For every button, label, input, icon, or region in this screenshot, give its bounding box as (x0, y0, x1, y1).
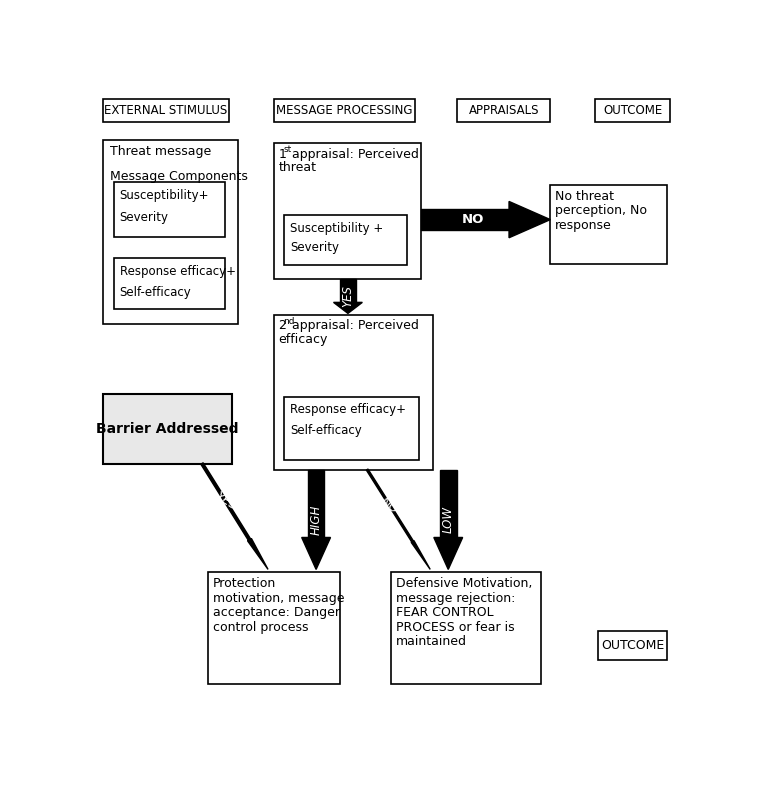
Text: efficacy: efficacy (278, 333, 328, 347)
Text: NO: NO (378, 494, 401, 516)
Text: Defensive Motivation,: Defensive Motivation, (396, 577, 532, 590)
Text: appraisal: Perceived: appraisal: Perceived (288, 148, 418, 160)
Text: Severity: Severity (119, 211, 169, 223)
Text: EXTERNAL STIMULUS: EXTERNAL STIMULUS (105, 104, 228, 116)
Text: OUTCOME: OUTCOME (603, 104, 663, 116)
FancyBboxPatch shape (208, 572, 340, 685)
Text: control process: control process (213, 621, 308, 634)
Text: Protection: Protection (213, 577, 276, 590)
FancyBboxPatch shape (598, 631, 667, 660)
Polygon shape (509, 201, 550, 237)
FancyBboxPatch shape (284, 397, 419, 461)
Text: Self-efficacy: Self-efficacy (291, 424, 362, 437)
Polygon shape (440, 469, 456, 538)
Text: No threat: No threat (555, 190, 614, 203)
FancyBboxPatch shape (274, 143, 422, 279)
Text: Message Components: Message Components (110, 170, 248, 183)
Text: Self-efficacy: Self-efficacy (119, 286, 191, 299)
Text: 1: 1 (278, 148, 286, 160)
Polygon shape (201, 463, 268, 569)
FancyBboxPatch shape (103, 394, 232, 464)
FancyBboxPatch shape (595, 98, 670, 122)
Text: NO: NO (462, 213, 484, 226)
Text: PROCESS or fear is: PROCESS or fear is (396, 621, 515, 634)
FancyBboxPatch shape (284, 215, 408, 265)
Text: APPRAISALS: APPRAISALS (469, 104, 539, 116)
FancyBboxPatch shape (274, 98, 415, 122)
Text: Susceptibility+: Susceptibility+ (119, 189, 209, 202)
FancyBboxPatch shape (103, 140, 238, 325)
Text: OUTCOME: OUTCOME (601, 639, 664, 652)
FancyBboxPatch shape (457, 98, 550, 122)
Polygon shape (434, 538, 463, 569)
Text: response: response (555, 219, 612, 232)
Text: 2: 2 (278, 319, 286, 332)
Polygon shape (308, 469, 325, 538)
Text: Threat message: Threat message (110, 145, 212, 158)
FancyBboxPatch shape (550, 185, 667, 264)
FancyBboxPatch shape (274, 315, 433, 469)
Text: Barrier Addressed: Barrier Addressed (96, 422, 239, 435)
Text: Response efficacy+: Response efficacy+ (291, 403, 406, 416)
Text: Susceptibility +: Susceptibility + (291, 222, 384, 235)
Text: Response efficacy+: Response efficacy+ (119, 265, 236, 278)
Polygon shape (367, 469, 430, 569)
Text: motivation, message: motivation, message (213, 592, 344, 604)
Text: Severity: Severity (291, 241, 339, 254)
Polygon shape (422, 209, 509, 230)
Text: YES: YES (342, 285, 354, 307)
Text: maintained: maintained (396, 635, 467, 648)
Text: FEAR CONTROL: FEAR CONTROL (396, 606, 494, 619)
Text: nd: nd (283, 317, 294, 326)
Polygon shape (339, 279, 356, 303)
Polygon shape (301, 538, 330, 569)
Text: message rejection:: message rejection: (396, 592, 515, 604)
Text: LOW: LOW (442, 506, 455, 533)
Text: perception, No: perception, No (555, 204, 647, 218)
FancyBboxPatch shape (391, 572, 541, 685)
Text: HIGH: HIGH (309, 505, 322, 534)
FancyBboxPatch shape (114, 182, 225, 237)
Text: YES: YES (212, 490, 239, 513)
Text: acceptance: Danger: acceptance: Danger (213, 606, 339, 619)
Text: threat: threat (278, 161, 316, 174)
FancyBboxPatch shape (103, 98, 229, 122)
Text: st: st (283, 145, 291, 154)
Text: MESSAGE PROCESSING: MESSAGE PROCESSING (277, 104, 413, 116)
FancyBboxPatch shape (114, 258, 225, 309)
Text: appraisal: Perceived: appraisal: Perceived (288, 319, 418, 332)
Polygon shape (333, 303, 363, 314)
